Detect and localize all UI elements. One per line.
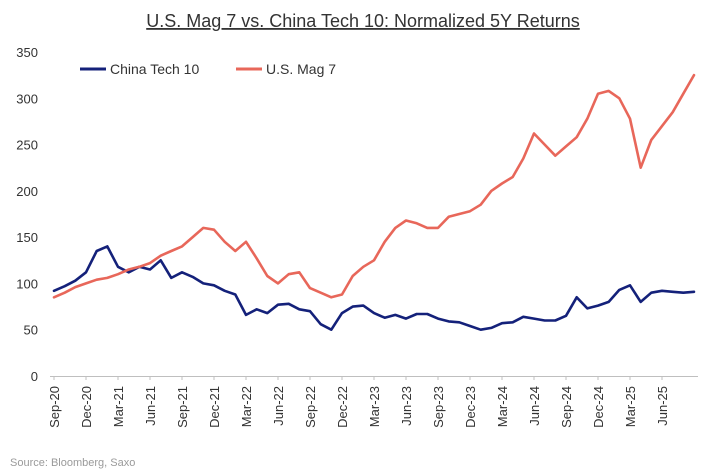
x-tick-label: Jun-24: [527, 386, 542, 426]
x-tick-label: Sep-24: [559, 386, 574, 428]
x-tick-label: Sep-22: [303, 386, 318, 428]
x-tick-label: Dec-20: [79, 386, 94, 428]
x-tick-label: Jun-23: [399, 386, 414, 426]
y-tick-label: 200: [16, 184, 38, 199]
x-tick-label: Jun-25: [655, 386, 670, 426]
y-tick-label: 100: [16, 276, 38, 291]
y-tick-label: 250: [16, 138, 38, 153]
x-tick-label: Dec-21: [207, 386, 222, 428]
x-axis: Sep-20 Dec-20 Mar-21 Jun-21 Sep-21 Dec-21 Mar-…: [47, 376, 698, 428]
y-tick-label: 350: [16, 45, 38, 60]
series-line-1: [52, 73, 696, 299]
legend: China Tech 10 U.S. Mag 7: [80, 61, 336, 77]
y-axis: 0 50 100 150 200 250 300 350: [16, 45, 38, 384]
x-tick-label: Mar-23: [367, 386, 382, 427]
x-tick-label: Dec-24: [591, 386, 606, 428]
x-tick-label: Sep-20: [47, 386, 62, 428]
x-tick-label: Mar-22: [239, 386, 254, 427]
x-tick-label: Mar-21: [111, 386, 126, 427]
series-line-0: [52, 245, 696, 331]
x-tick-label: Jun-21: [143, 386, 158, 426]
series-layer: [52, 73, 696, 331]
y-tick-label: 50: [24, 323, 38, 338]
x-tick-label: Mar-25: [623, 386, 638, 427]
y-tick-label: 150: [16, 230, 38, 245]
x-tick-label: Sep-23: [431, 386, 446, 428]
legend-label: U.S. Mag 7: [266, 61, 336, 77]
x-tick-label: Mar-24: [495, 386, 510, 427]
x-tick-label: Dec-22: [335, 386, 350, 428]
x-tick-label: Jun-22: [271, 386, 286, 426]
x-tick-label: Sep-21: [175, 386, 190, 428]
chart-title: U.S. Mag 7 vs. China Tech 10: Normalized…: [146, 11, 580, 31]
y-tick-label: 300: [16, 91, 38, 106]
source-note: Source: Bloomberg, Saxo: [10, 457, 135, 469]
y-tick-label: 0: [31, 369, 38, 384]
x-tick-label: Dec-23: [463, 386, 478, 428]
legend-label: China Tech 10: [110, 61, 199, 77]
